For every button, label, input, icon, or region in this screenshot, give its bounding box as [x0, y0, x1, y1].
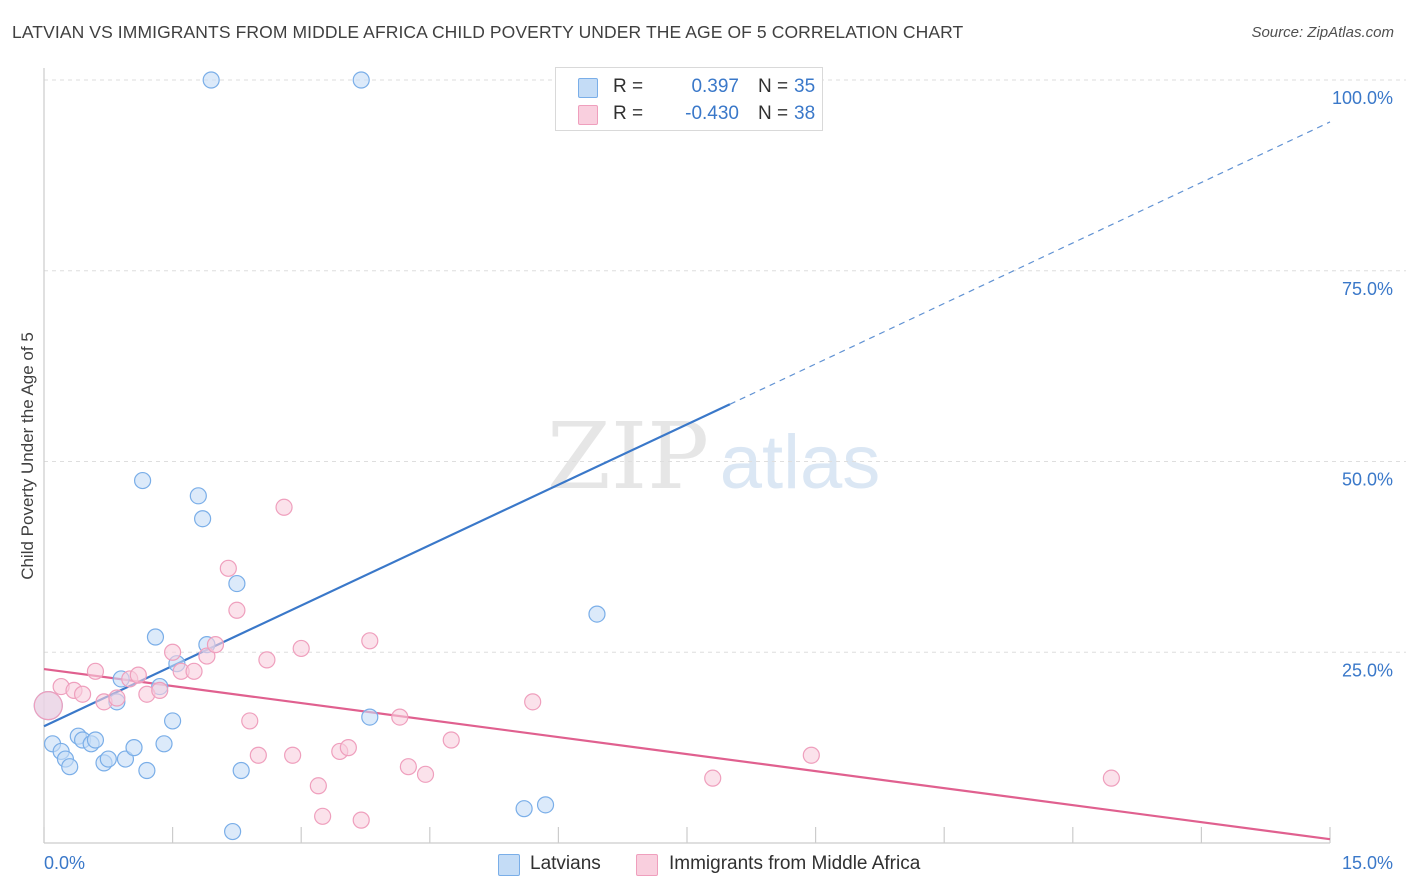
point-latvians-14: [125, 739, 143, 757]
point-latvians-4: [61, 758, 79, 776]
point-latvians-29: [352, 71, 370, 89]
chart-title: LATVIAN VS IMMIGRANTS FROM MIDDLE AFRICA…: [12, 22, 964, 42]
point-latvians-33: [588, 605, 606, 623]
point-immigrants-31: [399, 758, 417, 776]
point-latvians-25: [202, 71, 220, 89]
point-latvians-30: [361, 708, 379, 726]
point-immigrants-8: [129, 666, 147, 684]
point-latvians-15: [133, 471, 152, 490]
legend-n-label: N =: [758, 76, 789, 97]
point-immigrants-14: [198, 647, 216, 665]
trend-extension-0: [729, 121, 1331, 405]
point-immigrants-34: [524, 693, 542, 711]
point-immigrants-13: [185, 662, 203, 680]
legend-n-value: 38: [794, 103, 816, 124]
trend-line-0: [43, 403, 731, 728]
point-immigrants-24: [309, 777, 327, 795]
point-immigrants-29: [361, 632, 379, 650]
legend-swatch-immigrants: [578, 105, 598, 125]
point-immigrants-33: [442, 731, 460, 749]
point-immigrants-25: [314, 807, 332, 825]
point-latvians-13: [116, 750, 135, 768]
point-immigrants-6: [108, 689, 126, 707]
y-tick-label-2: 75.0%: [1342, 279, 1393, 299]
trend-lines: [43, 121, 1331, 841]
point-immigrants-22: [284, 746, 302, 764]
legend-swatch-latvians: [578, 78, 598, 98]
legend-n-label: N =: [758, 103, 789, 124]
point-immigrants-0: [33, 691, 63, 721]
legend-r-label: R =: [613, 76, 644, 97]
point-latvians-27: [228, 574, 246, 593]
point-latvians-26: [224, 822, 242, 841]
point-immigrants-10: [151, 681, 169, 700]
point-immigrants-35: [704, 769, 722, 787]
point-latvians-16: [138, 761, 156, 780]
point-latvians-32: [536, 796, 555, 814]
y-tick-label-3: 100.0%: [1332, 88, 1393, 108]
watermark: ZIP atlas: [547, 403, 880, 510]
source-credit: Source: ZipAtlas.com: [1251, 24, 1394, 41]
point-immigrants-23: [292, 639, 310, 658]
point-latvians-8: [86, 731, 105, 749]
point-immigrants-27: [339, 739, 357, 757]
series-swatch-immigrants: [636, 854, 658, 876]
point-immigrants-19: [249, 746, 267, 764]
watermark-atlas: atlas: [720, 420, 881, 505]
y-tick-label-0: 25.0%: [1342, 660, 1393, 680]
data-points: [33, 71, 1120, 841]
legend-n-value: 35: [794, 76, 816, 97]
point-latvians-28: [232, 761, 250, 780]
point-immigrants-3: [73, 685, 92, 703]
point-latvians-19: [155, 735, 173, 753]
point-immigrants-37: [1102, 769, 1120, 787]
x-tick-label-1: 15.0%: [1342, 853, 1393, 873]
point-immigrants-18: [241, 712, 259, 730]
series-label-immigrants: Immigrants from Middle Africa: [669, 853, 921, 874]
point-latvians-23: [194, 510, 212, 528]
legend-r-value: 0.397: [691, 76, 739, 97]
point-immigrants-11: [164, 643, 182, 661]
point-immigrants-30: [391, 708, 409, 726]
point-immigrants-32: [416, 765, 435, 783]
point-immigrants-21: [275, 498, 293, 516]
series-swatch-latvians: [498, 854, 520, 876]
point-latvians-31: [515, 800, 533, 818]
y-tick-label-1: 50.0%: [1342, 470, 1393, 490]
point-latvians-17: [146, 628, 165, 646]
point-immigrants-15: [206, 636, 225, 654]
point-latvians-20: [164, 712, 182, 730]
point-immigrants-17: [228, 601, 246, 619]
stats-legend: R = 0.397 N = 35 R = -0.430 N = 38: [555, 67, 823, 131]
legend-r-label: R =: [613, 103, 644, 124]
grid-lines: [44, 79, 1406, 653]
point-immigrants-4: [86, 662, 105, 680]
point-latvians-10: [99, 750, 117, 768]
series-label-latvians: Latvians: [530, 853, 601, 874]
point-latvians-22: [189, 487, 207, 505]
point-immigrants-36: [802, 746, 820, 764]
legend-r-value: -0.430: [685, 103, 739, 124]
point-immigrants-20: [258, 651, 276, 669]
x-tick-label-0: 0.0%: [44, 853, 85, 873]
point-immigrants-28: [352, 811, 370, 829]
watermark-zip: ZIP: [547, 403, 709, 510]
point-immigrants-16: [219, 559, 237, 577]
tick-labels: 25.0% 50.0% 75.0% 100.0% 0.0% 15.0%: [44, 88, 1393, 873]
trend-line-1: [43, 667, 1331, 841]
